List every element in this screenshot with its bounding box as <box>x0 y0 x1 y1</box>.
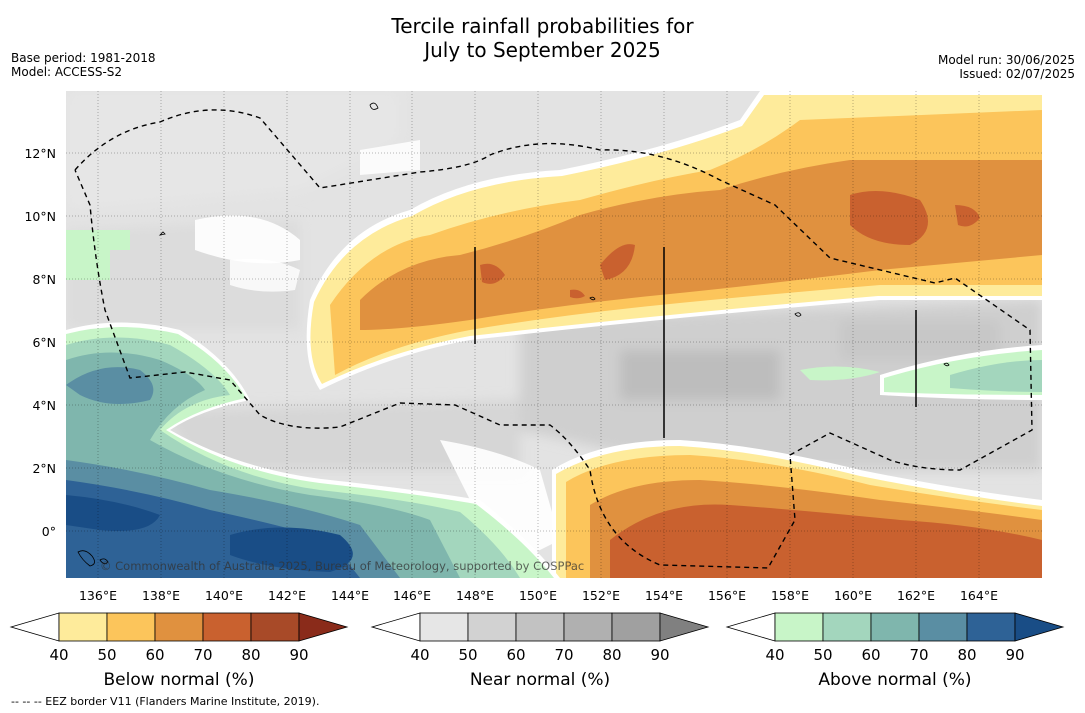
copyright-text: © Commonwealth of Australia 2025, Bureau… <box>100 559 584 573</box>
legend-above-label: Above normal (%) <box>818 670 971 690</box>
legend-above-min-arrow <box>725 612 776 642</box>
legend-swatch <box>822 612 872 642</box>
model-text: Model: ACCESS-S2 <box>11 65 123 79</box>
legend-tick: 60 <box>145 646 164 664</box>
issued-text: Issued: 02/07/2025 <box>959 67 1075 81</box>
legend-swatch <box>467 612 517 642</box>
white-uncertain-regions <box>195 140 560 560</box>
map-title: Tercile rainfall probabilities for July … <box>0 14 1085 62</box>
lon-label: 154°E <box>645 588 683 603</box>
lat-label: 8°N <box>32 272 56 287</box>
left-metadata: Base period: 1981-2018 Model: ACCESS-S2 <box>11 51 156 79</box>
legend-swatch <box>154 612 204 642</box>
model-run-text: Model run: 30/06/2025 <box>937 53 1075 67</box>
legend-below-min-arrow <box>9 612 60 642</box>
vertical-marker-lines <box>474 247 917 438</box>
legend-swatch <box>870 612 920 642</box>
legend-above-max-arrow <box>1014 612 1065 642</box>
legend-above-normal: 40 50 60 70 80 90 Above normal (%) <box>725 612 1065 690</box>
eez-border-line <box>74 109 1033 569</box>
title-line-1: Tercile rainfall probabilities for <box>391 14 694 38</box>
legend-swatch <box>563 612 613 642</box>
title-line-2: July to September 2025 <box>424 38 661 62</box>
legend-tick: 50 <box>458 646 477 664</box>
legend-tick: 40 <box>410 646 429 664</box>
eez-footnote: -- -- -- EEZ border V11 (Flanders Marine… <box>11 695 320 708</box>
lon-label: 136°E <box>79 588 117 603</box>
lat-label: 12°N <box>24 146 56 161</box>
legend-tick: 90 <box>289 646 308 664</box>
lon-label: 148°E <box>456 588 494 603</box>
legend-tick: 90 <box>650 646 669 664</box>
legend-tick: 40 <box>49 646 68 664</box>
legend-near-label: Near normal (%) <box>470 670 610 690</box>
lon-label: 142°E <box>268 588 306 603</box>
lon-label: 150°E <box>519 588 557 603</box>
longitude-axis-labels: 136°E 138°E 140°E 142°E 144°E 146°E 148°… <box>79 588 998 603</box>
legend-below-max-arrow <box>298 612 349 642</box>
lon-label: 164°E <box>960 588 998 603</box>
legend-near-normal: 40 50 60 70 80 90 Near normal (%) <box>370 612 710 690</box>
legend-tick: 80 <box>602 646 621 664</box>
legend-near-min-arrow <box>370 612 421 642</box>
legend-tick: 70 <box>193 646 212 664</box>
legend-swatch <box>250 612 300 642</box>
legend-swatch <box>58 612 108 642</box>
legend-tick: 80 <box>241 646 260 664</box>
legend-swatch <box>106 612 156 642</box>
latitude-axis-labels: 12°N 10°N 8°N 6°N 4°N 2°N 0° <box>24 146 56 539</box>
lat-label: 6°N <box>32 335 56 350</box>
legend-tick: 50 <box>97 646 116 664</box>
lon-label: 162°E <box>897 588 935 603</box>
legend-below-label: Below normal (%) <box>104 670 255 690</box>
legend-tick: 60 <box>506 646 525 664</box>
lat-label: 2°N <box>32 461 56 476</box>
legend-tick: 70 <box>909 646 928 664</box>
coastlines <box>77 102 950 567</box>
below-normal-regions <box>306 91 1042 578</box>
base-period-text: Base period: 1981-2018 <box>11 51 156 65</box>
lon-label: 140°E <box>205 588 243 603</box>
legend-near-max-arrow <box>659 612 710 642</box>
legend-below-normal: 40 50 60 70 80 90 Below normal (%) <box>9 612 349 690</box>
lon-label: 138°E <box>142 588 180 603</box>
legend-swatch <box>774 612 824 642</box>
legend-swatch <box>611 612 661 642</box>
lon-label: 160°E <box>834 588 872 603</box>
lon-label: 152°E <box>582 588 620 603</box>
lat-label: 4°N <box>32 398 56 413</box>
lat-label: 10°N <box>24 209 56 224</box>
legend-swatch <box>515 612 565 642</box>
legend-swatch <box>966 612 1016 642</box>
legend-tick: 80 <box>957 646 976 664</box>
map-frame: © Commonwealth of Australia 2025, Bureau… <box>66 91 1042 578</box>
legend-swatch <box>419 612 469 642</box>
legend-swatch <box>202 612 252 642</box>
right-metadata: Model run: 30/06/2025 Issued: 02/07/2025 <box>938 53 1075 81</box>
legend-tick: 50 <box>813 646 832 664</box>
legend-tick: 40 <box>765 646 784 664</box>
legend-tick: 60 <box>861 646 880 664</box>
above-normal-regions <box>66 230 1042 578</box>
legend-tick: 70 <box>554 646 573 664</box>
legend-swatch <box>918 612 968 642</box>
lat-label: 0° <box>42 524 56 539</box>
legend-tick: 90 <box>1005 646 1024 664</box>
lon-label: 146°E <box>393 588 431 603</box>
lon-label: 158°E <box>771 588 809 603</box>
lon-label: 156°E <box>708 588 746 603</box>
lon-label: 144°E <box>331 588 369 603</box>
